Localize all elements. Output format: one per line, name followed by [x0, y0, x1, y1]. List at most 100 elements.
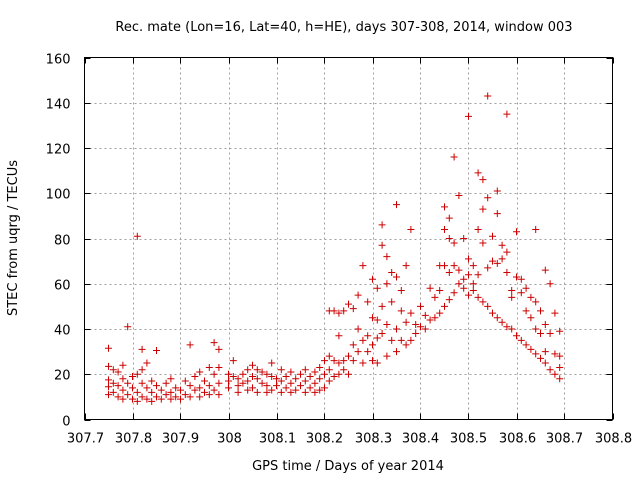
data-point — [527, 314, 535, 322]
data-point — [412, 330, 420, 338]
data-point — [325, 366, 333, 374]
data-point — [474, 225, 482, 233]
data-point — [493, 259, 501, 267]
x-tick-label: 307.7 — [67, 432, 104, 447]
data-point — [508, 325, 516, 333]
data-point — [465, 271, 472, 279]
data-point — [431, 314, 439, 322]
data-point — [493, 187, 501, 195]
data-point — [551, 309, 559, 317]
data-point — [330, 373, 338, 381]
data-point — [378, 241, 386, 249]
data-point — [421, 311, 429, 319]
data-point — [508, 293, 516, 301]
data-point — [426, 316, 434, 324]
data-point — [546, 280, 554, 288]
data-point — [498, 255, 506, 263]
data-point — [148, 388, 156, 396]
data-point — [551, 350, 559, 358]
data-point — [407, 336, 415, 344]
y-tick-label: 80 — [54, 234, 71, 249]
data-point — [349, 341, 357, 349]
data-point — [277, 388, 285, 396]
data-point — [153, 393, 160, 401]
data-point — [469, 280, 477, 288]
y-axis-label: STEC from uqrg / TECUs — [6, 160, 21, 316]
data-point — [417, 323, 424, 331]
data-point — [465, 291, 472, 299]
data-point — [383, 320, 391, 328]
data-point — [316, 363, 324, 371]
data-point — [441, 262, 448, 270]
data-point — [268, 386, 276, 394]
data-point — [532, 225, 540, 233]
data-point — [316, 386, 324, 394]
data-point — [292, 375, 300, 383]
data-point — [527, 293, 535, 301]
data-point — [493, 314, 501, 322]
data-point — [546, 330, 554, 338]
x-tick-label: 308.7 — [546, 432, 583, 447]
data-point — [513, 273, 520, 281]
data-point — [340, 357, 348, 365]
data-point — [258, 368, 266, 376]
data-point — [383, 352, 391, 360]
data-point — [354, 325, 362, 333]
data-point — [201, 388, 208, 396]
data-point — [484, 92, 492, 100]
data-point — [292, 386, 300, 394]
data-point — [234, 375, 242, 383]
data-point — [532, 350, 540, 358]
data-point — [138, 393, 146, 401]
data-point — [239, 370, 247, 378]
data-point — [277, 377, 285, 385]
data-point — [172, 393, 180, 401]
data-point — [263, 382, 271, 390]
data-point — [503, 110, 511, 118]
data-point — [335, 370, 343, 378]
data-point — [196, 393, 204, 401]
x-tick-label: 307.9 — [162, 432, 199, 447]
data-point — [263, 388, 271, 396]
data-point — [378, 221, 386, 229]
data-point — [508, 287, 516, 295]
data-point — [412, 320, 420, 328]
data-point — [225, 377, 232, 385]
data-point — [282, 384, 290, 392]
data-point — [450, 239, 458, 247]
data-point — [479, 205, 487, 213]
data-point — [498, 241, 506, 249]
data-point — [109, 366, 117, 374]
data-point — [249, 373, 256, 381]
x-tick-label: 308 — [217, 432, 242, 447]
data-point — [465, 112, 472, 120]
data-point — [359, 359, 367, 367]
data-point — [133, 397, 141, 405]
data-point — [460, 235, 468, 242]
data-point — [196, 368, 204, 376]
data-point — [522, 341, 530, 349]
data-point — [397, 287, 405, 295]
data-point — [541, 266, 549, 274]
data-point — [455, 280, 463, 288]
data-point — [484, 302, 492, 310]
data-point — [205, 382, 213, 390]
data-point — [196, 384, 204, 392]
data-point — [489, 309, 496, 317]
data-point — [465, 255, 472, 263]
data-point — [287, 368, 295, 376]
x-tick-label: 308.4 — [402, 432, 439, 447]
data-point — [402, 341, 410, 349]
data-point — [297, 382, 304, 390]
data-point — [450, 262, 458, 270]
data-points — [105, 92, 564, 405]
data-point — [143, 359, 151, 367]
data-point — [205, 391, 213, 399]
data-point — [172, 384, 180, 392]
data-point — [436, 287, 444, 295]
data-point — [191, 373, 199, 381]
data-point — [321, 357, 328, 365]
data-point — [335, 332, 343, 340]
data-point — [311, 388, 319, 396]
data-point — [359, 336, 367, 344]
